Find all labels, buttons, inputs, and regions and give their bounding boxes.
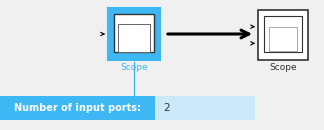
Text: 2: 2 bbox=[163, 103, 170, 113]
Bar bbox=[155, 96, 255, 120]
Bar bbox=[258, 10, 308, 60]
Text: Scope: Scope bbox=[120, 63, 148, 72]
Bar bbox=[264, 16, 302, 52]
Text: Scope: Scope bbox=[269, 63, 297, 72]
Bar bbox=[0, 96, 155, 120]
Bar bbox=[269, 27, 297, 51]
Bar bbox=[118, 24, 150, 52]
Text: Number of input ports:: Number of input ports: bbox=[15, 103, 142, 113]
Bar bbox=[114, 14, 154, 52]
Bar bbox=[108, 8, 160, 60]
